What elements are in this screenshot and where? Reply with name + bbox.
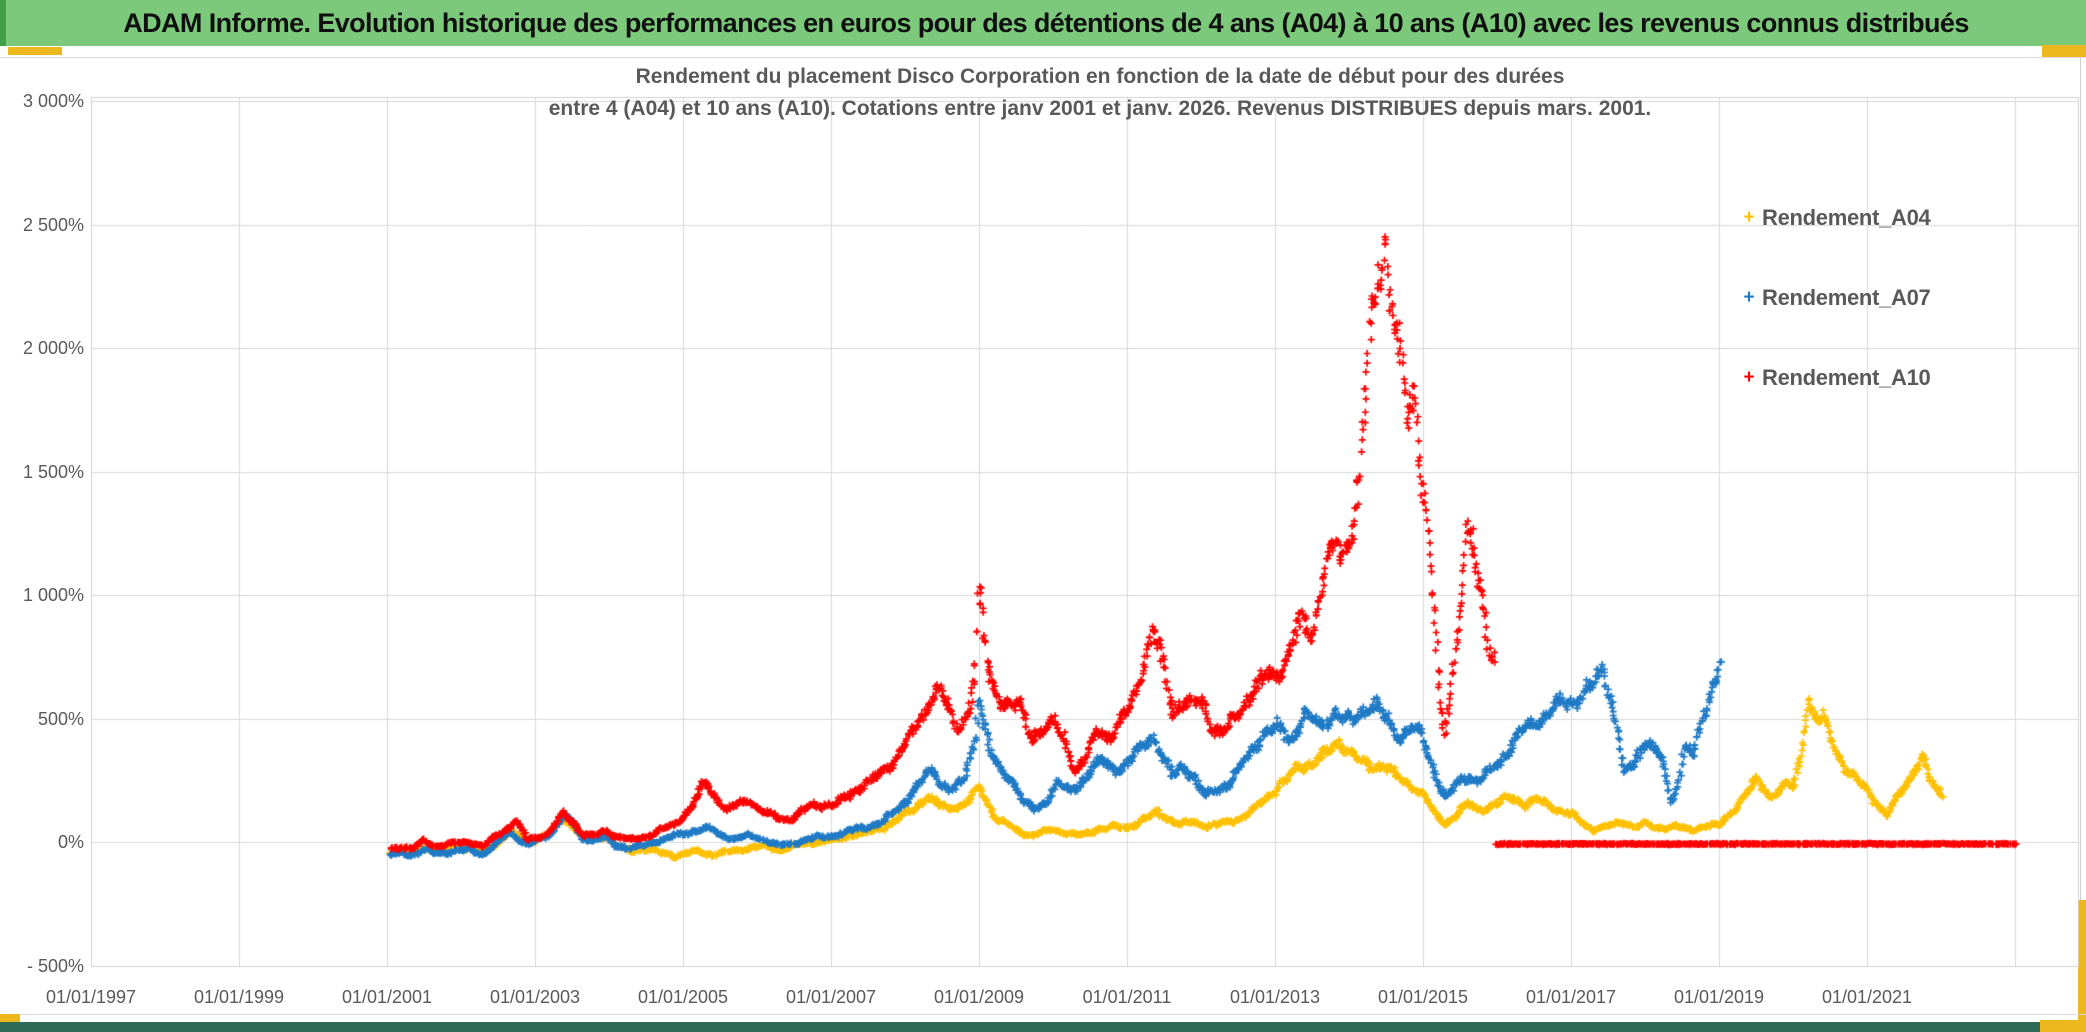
x-tick-label: 01/01/1999	[193, 987, 285, 1007]
chart-title-line1: Rendement du placement Disco Corporation…	[635, 65, 1565, 88]
x-tick-label: 01/01/2009	[933, 987, 1025, 1007]
x-tick-label: 01/01/2007	[785, 987, 877, 1007]
x-tick-label: 01/01/2001	[341, 987, 433, 1007]
y-tick-label: 500%	[37, 708, 84, 729]
y-tick-label: - 500%	[26, 955, 84, 976]
chart-title: Rendement du placement Disco Corporation…	[100, 61, 2086, 125]
y-tick-label: 2 000%	[22, 338, 84, 358]
x-tick-label: 01/01/1997	[45, 987, 137, 1007]
x-tick-label: 01/01/2017	[1525, 987, 1617, 1007]
legend-plus-marker-icon: +	[1743, 367, 1755, 388]
legend-label: Rendement_A07	[1762, 285, 1931, 310]
y-tick-label: 1 500%	[22, 461, 84, 482]
y-tick-label: 1 000%	[22, 585, 84, 605]
legend-entry-rendement_a10: + Rendement_A10	[1736, 365, 1931, 391]
legend-entry-rendement_a07: + Rendement_A07	[1736, 285, 1931, 311]
x-tick-label: 01/01/2015	[1377, 987, 1469, 1007]
x-tick-label: 01/01/2005	[637, 987, 729, 1007]
chart-title-line2: entre 4 (A04) et 10 ans (A10). Cotations…	[548, 97, 1652, 120]
y-tick-label: 0%	[57, 832, 84, 852]
legend-entry-rendement_a04: + Rendement_A04	[1736, 205, 1931, 231]
x-tick-label: 01/01/2011	[1082, 987, 1172, 1007]
y-tick-label: 2 500%	[22, 214, 84, 235]
x-tick-label: 01/01/2021	[1821, 987, 1913, 1007]
legend-plus-marker-icon: +	[1743, 287, 1755, 308]
x-tick-label: 01/01/2003	[489, 987, 581, 1007]
legend-label: Rendement_A10	[1762, 365, 1931, 390]
x-tick-label: 01/01/2019	[1673, 987, 1765, 1007]
y-tick-label: 3 000%	[22, 91, 84, 111]
legend-plus-marker-icon: +	[1743, 207, 1755, 228]
x-tick-label: 01/01/2013	[1229, 987, 1321, 1007]
legend-label: Rendement_A04	[1762, 205, 1931, 230]
